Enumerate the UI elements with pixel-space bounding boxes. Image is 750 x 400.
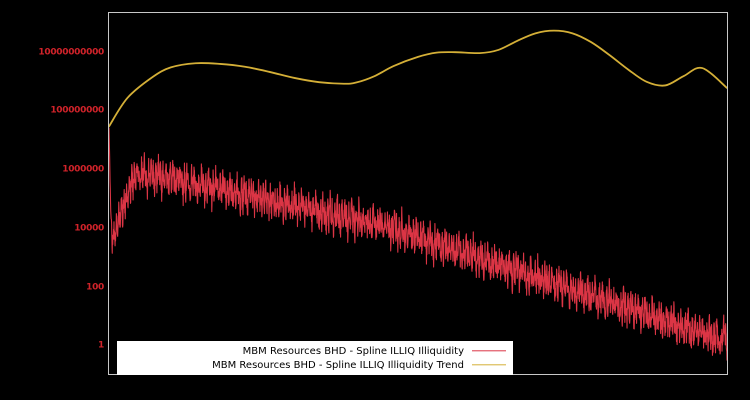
plot-area (108, 12, 728, 375)
y-tick-label: 100 (86, 282, 104, 293)
legend-item: MBM Resources BHD - Spline ILLIQ Illiqui… (118, 358, 512, 372)
legend-label: MBM Resources BHD - Spline ILLIQ Illiqui… (242, 345, 464, 357)
chart-legend: MBM Resources BHD - Spline ILLIQ Illiqui… (117, 341, 513, 375)
legend-item: MBM Resources BHD - Spline ILLIQ Illiqui… (118, 344, 512, 358)
y-tick-label: 10000 (74, 223, 104, 234)
y-tick-label: 100000000 (50, 105, 104, 116)
legend-swatch-trend (472, 360, 506, 370)
y-tick-label: 1000000 (62, 164, 104, 175)
y-tick-label: 1 (98, 340, 104, 351)
chart-canvas (109, 29, 727, 361)
series-illiquidity-trend-line (109, 29, 727, 128)
series-illiquidity-line (109, 127, 727, 361)
y-tick-label: 10000000000 (38, 47, 104, 58)
legend-label: MBM Resources BHD - Spline ILLIQ Illiqui… (212, 359, 464, 371)
legend-swatch-illiquidity (472, 346, 506, 356)
y-axis-labels: 10000000000 100000000 1000000 10000 100 … (0, 12, 104, 375)
